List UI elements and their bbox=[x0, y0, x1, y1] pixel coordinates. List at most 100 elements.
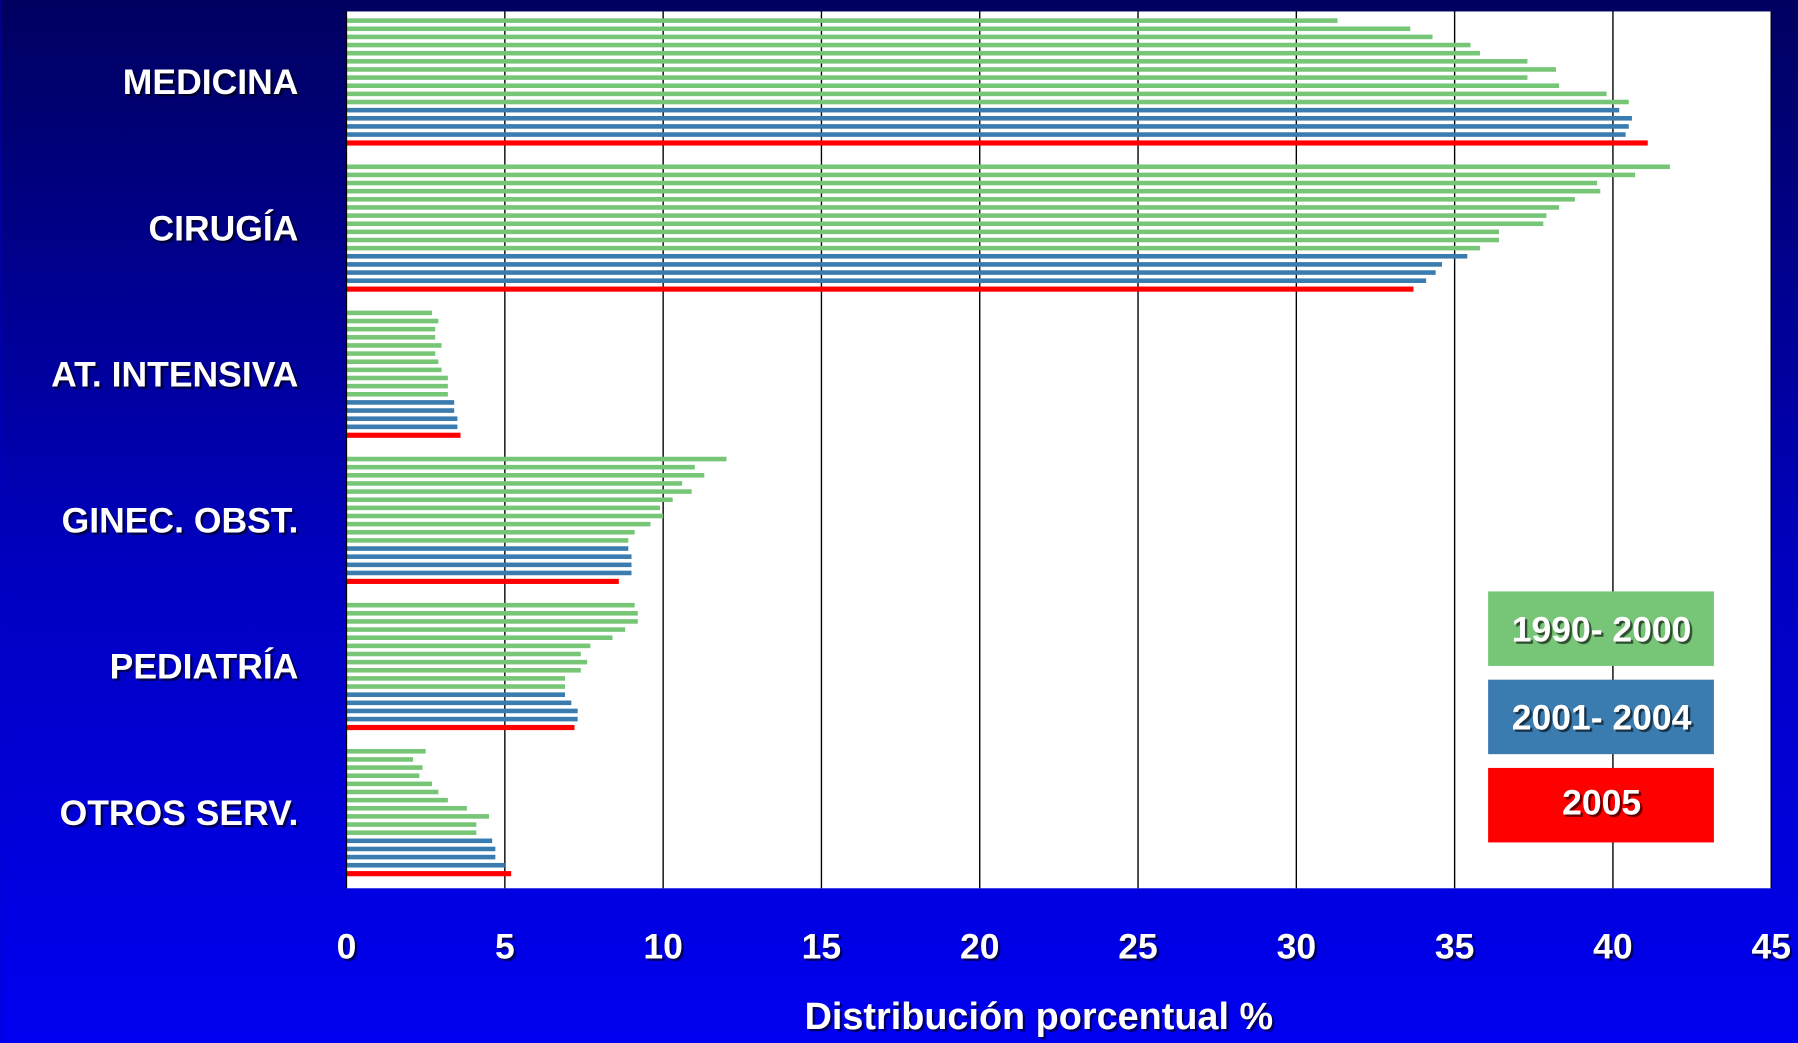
bar bbox=[346, 619, 638, 624]
bar bbox=[346, 375, 448, 381]
bar bbox=[346, 724, 575, 731]
bar bbox=[346, 164, 1670, 170]
bar bbox=[346, 871, 512, 877]
legend-swatch bbox=[1488, 767, 1714, 843]
bar bbox=[346, 221, 1544, 227]
legend-swatch bbox=[1488, 679, 1714, 755]
bar bbox=[346, 367, 442, 373]
x-tick-label: 45 bbox=[1751, 926, 1791, 966]
bar bbox=[346, 667, 581, 673]
y-tick-label: OTROS SERV. bbox=[60, 793, 299, 833]
bar bbox=[346, 822, 477, 827]
bar bbox=[346, 359, 439, 365]
bar bbox=[346, 464, 695, 470]
bar bbox=[346, 797, 448, 803]
bar bbox=[346, 310, 433, 316]
bar bbox=[346, 846, 496, 852]
bar bbox=[346, 351, 436, 356]
y-tick-label: GINEC. OBST. bbox=[62, 501, 299, 541]
bar bbox=[346, 237, 1499, 243]
y-tick-label: AT. INTENSIVA bbox=[51, 354, 298, 394]
legend-label: 2005 bbox=[1562, 783, 1641, 823]
bar bbox=[346, 253, 1468, 259]
x-tick-label: 30 bbox=[1277, 926, 1317, 966]
bar bbox=[346, 481, 683, 486]
bar bbox=[346, 554, 632, 559]
bar bbox=[346, 513, 664, 519]
bar bbox=[346, 684, 566, 689]
y-tick-label: PEDIATRÍA bbox=[110, 647, 299, 687]
bar bbox=[346, 400, 455, 405]
bar bbox=[346, 205, 1560, 210]
bar bbox=[346, 489, 692, 494]
bar bbox=[346, 651, 581, 657]
bar bbox=[346, 814, 490, 819]
bar bbox=[346, 643, 591, 649]
bar bbox=[346, 676, 566, 681]
bar bbox=[346, 391, 448, 397]
bar bbox=[346, 765, 423, 770]
bar bbox=[346, 773, 420, 779]
bar bbox=[346, 611, 638, 616]
bar bbox=[346, 26, 1411, 32]
bar bbox=[346, 278, 1427, 283]
bar bbox=[346, 708, 578, 714]
bar bbox=[346, 343, 442, 348]
bar bbox=[346, 529, 635, 535]
bar bbox=[346, 424, 458, 430]
bar bbox=[346, 140, 1648, 146]
bar bbox=[346, 213, 1547, 218]
bar bbox=[346, 716, 578, 722]
bar bbox=[346, 91, 1607, 97]
bar bbox=[346, 578, 619, 584]
bar bbox=[346, 318, 439, 324]
bar bbox=[346, 757, 414, 762]
x-tick-label: 40 bbox=[1593, 926, 1633, 966]
bar bbox=[346, 505, 660, 511]
bar bbox=[346, 602, 635, 608]
bar bbox=[346, 546, 629, 551]
legend-label: 2001- 2004 bbox=[1512, 698, 1692, 738]
bar bbox=[346, 42, 1471, 48]
bar bbox=[346, 326, 436, 332]
bar bbox=[346, 335, 436, 340]
bar bbox=[346, 538, 629, 543]
x-tick-label: 15 bbox=[802, 926, 842, 966]
bar bbox=[346, 805, 467, 811]
bar bbox=[346, 99, 1629, 105]
bar bbox=[346, 107, 1620, 113]
bar bbox=[346, 854, 496, 860]
x-tick-label: 10 bbox=[643, 926, 683, 966]
bar bbox=[346, 229, 1499, 235]
bar bbox=[346, 862, 505, 868]
bar bbox=[346, 749, 426, 754]
x-tick-label: 35 bbox=[1435, 926, 1475, 966]
bar bbox=[346, 692, 566, 697]
bar bbox=[346, 83, 1560, 89]
x-tick-label: 5 bbox=[495, 926, 515, 966]
bar bbox=[346, 197, 1575, 202]
bar bbox=[346, 180, 1598, 186]
bar bbox=[346, 497, 673, 503]
legend-swatch bbox=[1488, 591, 1714, 666]
y-tick-label: CIRUGÍA bbox=[148, 208, 298, 248]
x-tick-label: 25 bbox=[1118, 926, 1158, 966]
bar bbox=[346, 115, 1632, 121]
bar bbox=[346, 75, 1528, 80]
bar bbox=[346, 172, 1636, 178]
bar bbox=[346, 635, 613, 641]
bar bbox=[346, 262, 1442, 267]
bar bbox=[346, 270, 1436, 275]
bar bbox=[346, 383, 448, 389]
bar bbox=[346, 830, 477, 835]
bar bbox=[346, 34, 1433, 40]
bar bbox=[346, 124, 1629, 129]
bar bbox=[346, 700, 572, 706]
legend-label: 1990- 2000 bbox=[1512, 609, 1692, 649]
bar bbox=[346, 50, 1480, 56]
bar bbox=[346, 132, 1626, 137]
bar bbox=[346, 781, 433, 787]
bar bbox=[346, 456, 727, 462]
bar bbox=[346, 789, 439, 795]
